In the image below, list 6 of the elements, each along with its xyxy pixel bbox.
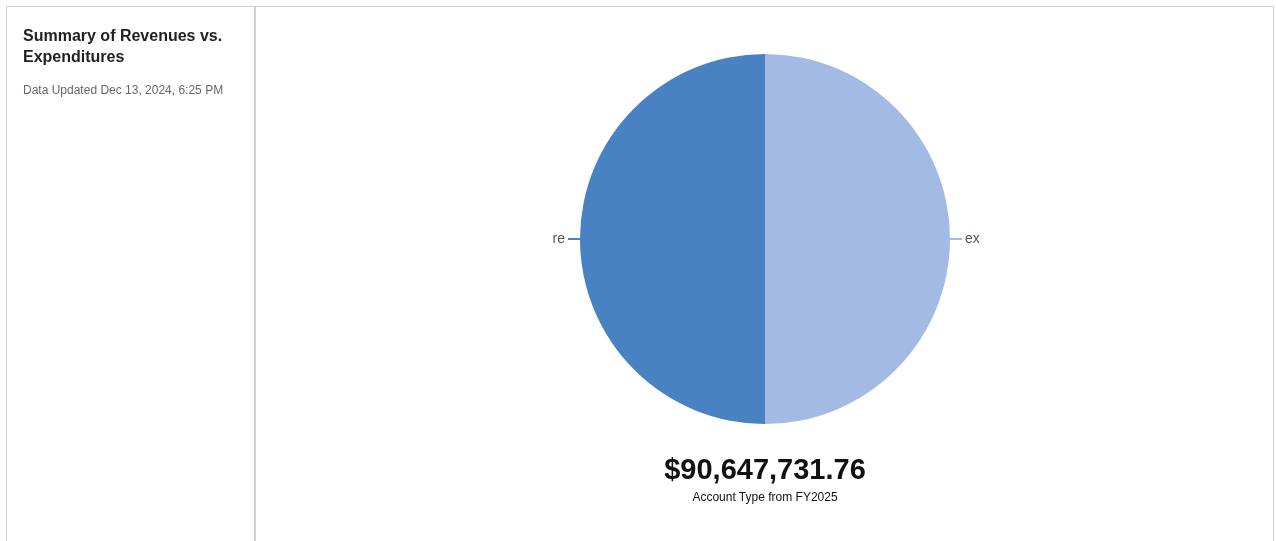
text: Account Type from FY2025 xyxy=(691,490,839,504)
text: $90,647,731.76 xyxy=(663,453,867,486)
text: Data Updated Dec 13, 2024, 6:25 PM xyxy=(23,83,225,97)
text: Summary of Revenues vs. Expenditures xyxy=(23,26,224,67)
slice-label: re xyxy=(552,229,566,246)
slice-label: ex xyxy=(965,229,980,246)
